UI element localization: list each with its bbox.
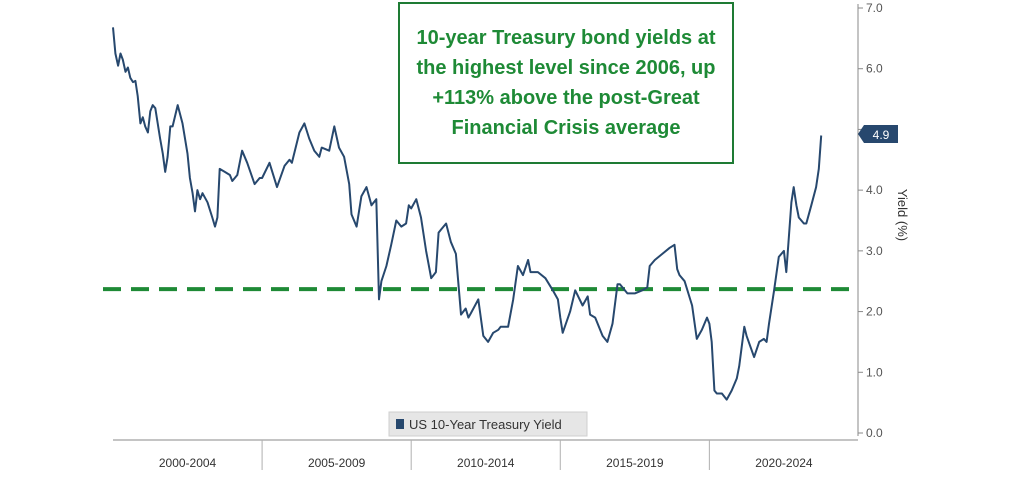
- x-tick-label: 2015-2019: [606, 456, 664, 470]
- y-tick-label: 3.0: [866, 244, 883, 258]
- y-tick-label: 2.0: [866, 305, 883, 319]
- last-value-badge: 4.9: [858, 125, 898, 143]
- x-tick-label: 2005-2009: [308, 456, 366, 470]
- x-tick-label: 2020-2024: [755, 456, 813, 470]
- last-value-badge-shape: [858, 125, 898, 143]
- x-tick-label: 2010-2014: [457, 456, 515, 470]
- y-tick-label: 4.0: [866, 183, 883, 197]
- annotation-text: 10-year Treasury bond yields at the high…: [416, 27, 716, 139]
- legend-box: [388, 411, 588, 437]
- legend-label: US 10-Year Treasury Yield: [409, 417, 562, 432]
- legend: US 10-Year Treasury Yield: [388, 411, 588, 437]
- last-value-label: 4.9: [873, 128, 890, 142]
- y-tick-label: 0.0: [866, 426, 883, 440]
- y-tick-label: 7.0: [866, 1, 883, 15]
- legend-swatch: [396, 419, 404, 429]
- y-tick-label: 6.0: [866, 62, 883, 76]
- y-axis-title: Yield (%): [895, 189, 910, 241]
- annotation-box: 10-year Treasury bond yields at the high…: [398, 2, 734, 164]
- x-tick-label: 2000-2004: [159, 456, 217, 470]
- series-line-us-10-year-yield: [112, 27, 823, 401]
- y-tick-label: 1.0: [866, 365, 883, 379]
- plot-layer: [103, 27, 856, 401]
- axis-layer: 0.01.02.03.04.05.06.07.02000-20042005-20…: [113, 1, 883, 470]
